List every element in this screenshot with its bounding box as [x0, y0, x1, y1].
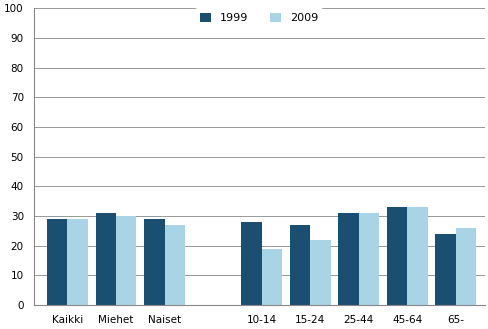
Bar — [241, 222, 261, 305]
Bar — [455, 228, 475, 305]
Bar — [289, 225, 309, 305]
Legend: 1999, 2009: 1999, 2009 — [195, 8, 323, 28]
Bar — [144, 219, 164, 305]
Bar — [164, 225, 184, 305]
Bar — [309, 240, 330, 305]
Bar — [407, 207, 427, 305]
Bar — [338, 213, 358, 305]
Bar — [261, 249, 282, 305]
Bar — [116, 216, 136, 305]
Bar — [434, 234, 455, 305]
Bar — [67, 219, 88, 305]
Bar — [386, 207, 407, 305]
Bar — [358, 213, 378, 305]
Bar — [96, 213, 116, 305]
Bar — [47, 219, 67, 305]
